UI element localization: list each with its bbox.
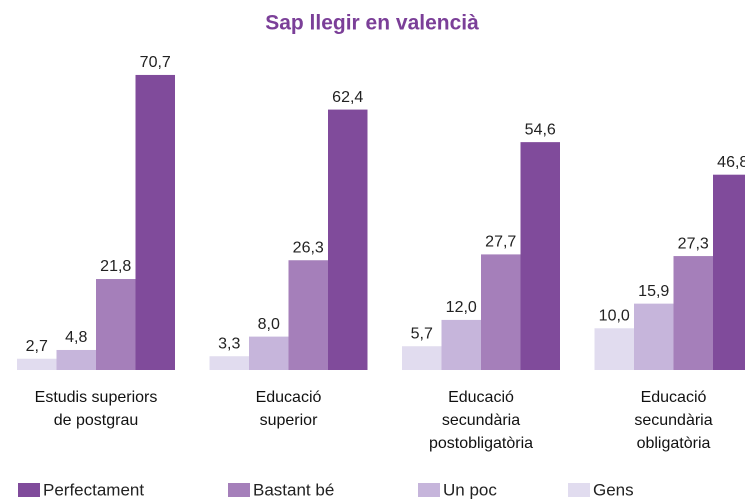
value-label: 62,4: [332, 89, 363, 106]
x-tick-label: Educació secundària postobligatòria: [428, 389, 534, 452]
bar: [56, 349, 96, 370]
chart-title: Sap llegir en valencià: [265, 12, 479, 35]
legend-label: Un poc: [443, 480, 497, 499]
value-label: 21,8: [100, 258, 131, 275]
bar: [441, 319, 481, 370]
bar: [520, 142, 560, 370]
value-label: 3,3: [218, 335, 240, 352]
legend-swatch: [568, 483, 590, 497]
legend-swatch: [228, 483, 250, 497]
legend-label: Bastant bé: [253, 480, 334, 499]
bar: [481, 254, 521, 370]
x-tick-label: Educació superior: [255, 389, 322, 429]
value-label: 46,8: [717, 154, 745, 171]
bar: [249, 336, 289, 370]
bar: [209, 356, 249, 370]
value-label: 8,0: [258, 316, 280, 333]
bar: [713, 174, 745, 370]
bar: [402, 346, 442, 370]
legend-label: Gens: [593, 480, 634, 499]
bar: [135, 74, 175, 370]
x-tick-label: Estudis superiors de postgrau: [34, 389, 158, 429]
value-label: 26,3: [293, 239, 324, 256]
bar: [288, 260, 328, 370]
value-label: 4,8: [65, 329, 87, 346]
value-label: 12,0: [446, 299, 477, 316]
value-label: 2,7: [26, 338, 48, 355]
value-label: 54,6: [525, 121, 556, 138]
value-label: 27,7: [485, 234, 516, 251]
bar: [96, 279, 136, 370]
value-label: 27,3: [678, 235, 709, 252]
legend-label: Perfectament: [43, 480, 144, 499]
value-label: 5,7: [411, 325, 433, 342]
value-label: 15,9: [638, 283, 669, 300]
bar: [594, 328, 634, 370]
bar: [328, 109, 368, 371]
bar: [634, 303, 674, 370]
legend-swatch: [418, 483, 440, 497]
value-label: 70,7: [140, 54, 171, 71]
bar: [17, 358, 57, 370]
x-tick-label: Educació secundària obligatòria: [634, 389, 713, 452]
bar: [673, 256, 713, 370]
value-label: 10,0: [599, 307, 630, 324]
legend-swatch: [18, 483, 40, 497]
